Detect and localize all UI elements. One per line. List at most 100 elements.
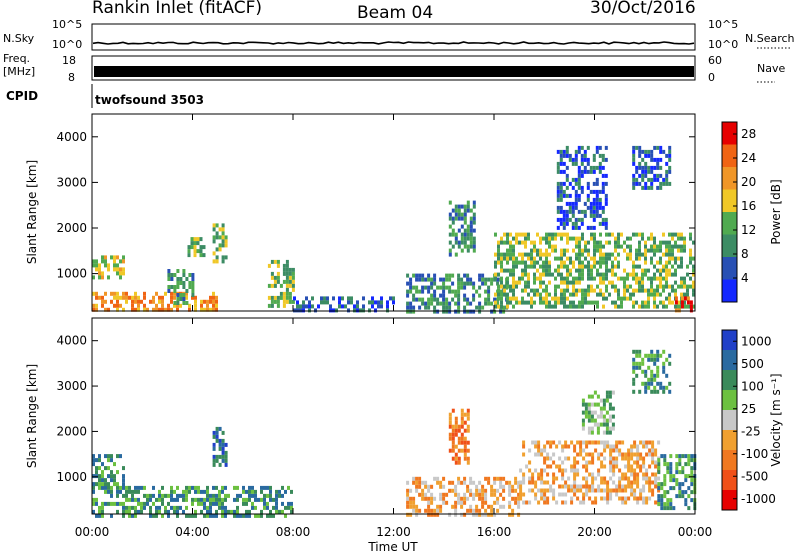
heatmap-cell [418,508,422,513]
heatmap-cell [221,505,224,510]
heatmap-cell [221,489,224,494]
heatmap-cell [580,209,584,214]
heatmap-cell [593,300,596,305]
heatmap-cell [500,304,503,309]
heatmap-cell [176,497,179,502]
heatmap-cell [125,489,128,494]
heatmap-cell [566,240,569,245]
heatmap-cell [568,201,572,206]
heatmap-cell [457,500,461,505]
heatmap-cell [600,464,604,469]
heatmap-cell [609,456,613,461]
heatmap-cell [605,296,608,301]
heatmap-cell [92,485,95,490]
heatmap-cell [624,500,628,505]
heatmap-cell [329,304,332,309]
heatmap-cell [630,492,634,497]
heatmap-cell [596,402,600,407]
heatmap-cell [187,245,191,250]
heatmap-cell [305,304,308,309]
heatmap-cell [659,185,663,190]
heatmap-cell [605,284,608,289]
heatmap-cell [302,304,305,309]
heatmap-cell [559,197,563,202]
heatmap-cell [548,304,551,309]
heatmap-cell [291,283,295,288]
heatmap-cell [421,277,425,282]
heatmap-cell [650,244,653,249]
heatmap-cell [545,268,548,273]
heatmap-cell [536,260,539,265]
heatmap-cell [406,492,410,497]
heatmap-cell [578,256,581,261]
heatmap-cell [633,444,637,449]
heatmap-cell [656,145,660,150]
heatmap-cell [635,361,639,366]
heatmap-cell [502,305,506,310]
heatmap-cell [442,476,446,481]
heatmap-cell [478,305,482,310]
heatmap-cell [433,289,437,294]
heatmap-cell [645,444,649,449]
nsky-panel: N.Sky 10^5 10^0 10^5 10^0 N.Search [3,18,795,51]
heatmap-cell [536,292,539,297]
heatmap-cell [98,263,101,268]
heatmap-cell [657,488,661,493]
heatmap-cell [611,268,614,273]
heatmap-cell [600,488,604,493]
heatmap-cell [275,505,278,510]
heatmap-cell [563,260,566,265]
heatmap-cell [565,145,569,150]
heatmap-cell [559,149,563,154]
heatmap-cell [659,240,662,245]
heatmap-cell [660,502,664,507]
heatmap-cell [580,189,584,194]
heatmap-cell [412,297,416,302]
heatmap-cell [515,256,518,261]
heatmap-cell [650,185,654,190]
heatmap-cell [534,484,538,489]
heatmap-cell [674,272,677,277]
heatmap-cell [418,277,422,282]
heatmap-cell [206,485,209,490]
heatmap-cell [519,488,523,493]
heatmap-cell [647,169,651,174]
heatmap-cell [107,454,110,459]
heatmap-cell [546,480,550,485]
heatmap-cell [577,193,581,198]
heatmap-cell [285,291,289,296]
heatmap-cell [557,300,560,305]
heatmap-cell [566,236,569,241]
heatmap-cell [570,500,574,505]
heatmap-cell [193,241,197,246]
heatmap-cell [644,240,647,245]
heatmap-cell [611,406,615,411]
heatmap-cell [224,442,228,447]
heatmap-cell [581,426,585,431]
heatmap-cell [236,485,239,490]
heatmap-cell [571,225,575,230]
heatmap-cell [665,252,668,257]
heatmap-cell [497,292,500,297]
heatmap-cell [460,480,464,485]
heatmap-cell [98,267,101,272]
heatmap-cell [472,248,476,253]
heatmap-cell [560,252,563,257]
heatmap-cell [592,181,596,186]
heatmap-cell [674,268,677,273]
heatmap-cell [481,492,485,497]
heatmap-cell [585,468,589,473]
heatmap-cell [466,297,470,302]
nsearch-tick-top: 10^5 [708,18,738,31]
colorbar-segment [722,390,737,411]
heatmap-cell [543,480,547,485]
heatmap-cell [101,509,104,514]
heatmap-cell [122,307,125,312]
heatmap-cell [218,438,222,443]
heatmap-cell [472,204,476,209]
heatmap-cell [577,225,581,230]
heatmap-cell [575,252,578,257]
heatmap-cell [221,255,225,260]
heatmap-cell [576,472,580,477]
heatmap-cell [557,232,560,237]
